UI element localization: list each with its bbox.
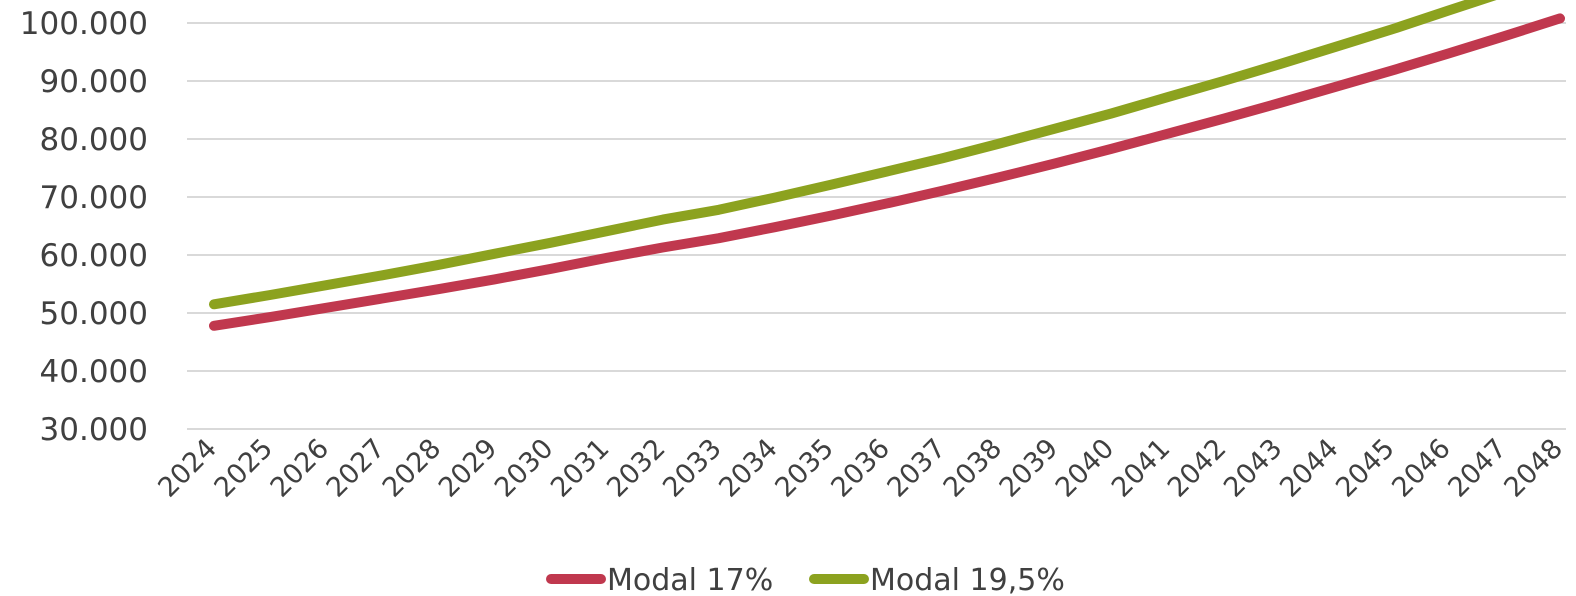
x-tick-label: 2026 <box>265 433 336 504</box>
x-tick-label: 2032 <box>601 433 672 504</box>
y-tick-label: 90.000 <box>40 64 148 100</box>
x-tick-label: 2043 <box>1218 433 1289 504</box>
y-tick-label: 40.000 <box>40 354 148 390</box>
x-tick-label: 2036 <box>825 433 896 504</box>
series-line-2 <box>209 0 1497 310</box>
grid-layer <box>187 22 1566 430</box>
y-tick-label: 80.000 <box>40 122 148 158</box>
x-tick-label: 2042 <box>1162 433 1233 504</box>
series-layer <box>209 0 1565 331</box>
x-tick-label: 2024 <box>152 433 223 504</box>
legend-label-2: Modal 19,5% <box>870 563 1065 596</box>
x-tick-label: 2029 <box>433 433 504 504</box>
x-tick-label: 2041 <box>1106 433 1177 504</box>
x-tick-label: 2045 <box>1330 433 1401 504</box>
x-tick-label: 2025 <box>209 433 280 504</box>
y-tick-label: 50.000 <box>40 296 148 332</box>
series-line-1 <box>209 13 1565 331</box>
x-tick-label: 2038 <box>938 433 1009 504</box>
x-tick-label: 2031 <box>545 433 616 504</box>
x-axis-tick-labels: 2024202520262027202820292030203120322033… <box>152 433 1569 504</box>
x-tick-label: 2034 <box>713 433 784 504</box>
legend: Modal 17% Modal 19,5% <box>546 563 1065 596</box>
x-tick-label: 2033 <box>657 433 728 504</box>
x-tick-label: 2039 <box>994 433 1065 504</box>
x-tick-label: 2037 <box>882 433 953 504</box>
x-tick-label: 2035 <box>769 433 840 504</box>
y-tick-label: 70.000 <box>40 180 148 216</box>
x-tick-label: 2048 <box>1498 433 1569 504</box>
x-tick-label: 2044 <box>1274 433 1345 504</box>
x-tick-label: 2027 <box>321 433 392 504</box>
y-axis-tick-labels: 30.000 40.000 50.000 60.000 70.000 80.000 90.0… <box>20 6 148 448</box>
x-tick-label: 2028 <box>377 433 448 504</box>
y-tick-label: 100.000 <box>20 6 148 42</box>
y-tick-label: 60.000 <box>40 238 148 274</box>
legend-label-1: Modal 17% <box>607 563 773 596</box>
x-tick-label: 2047 <box>1442 433 1513 504</box>
x-tick-label: 2046 <box>1386 433 1457 504</box>
x-tick-label: 2040 <box>1050 433 1121 504</box>
y-tick-label: 30.000 <box>40 412 148 448</box>
x-tick-label: 2030 <box>489 433 560 504</box>
